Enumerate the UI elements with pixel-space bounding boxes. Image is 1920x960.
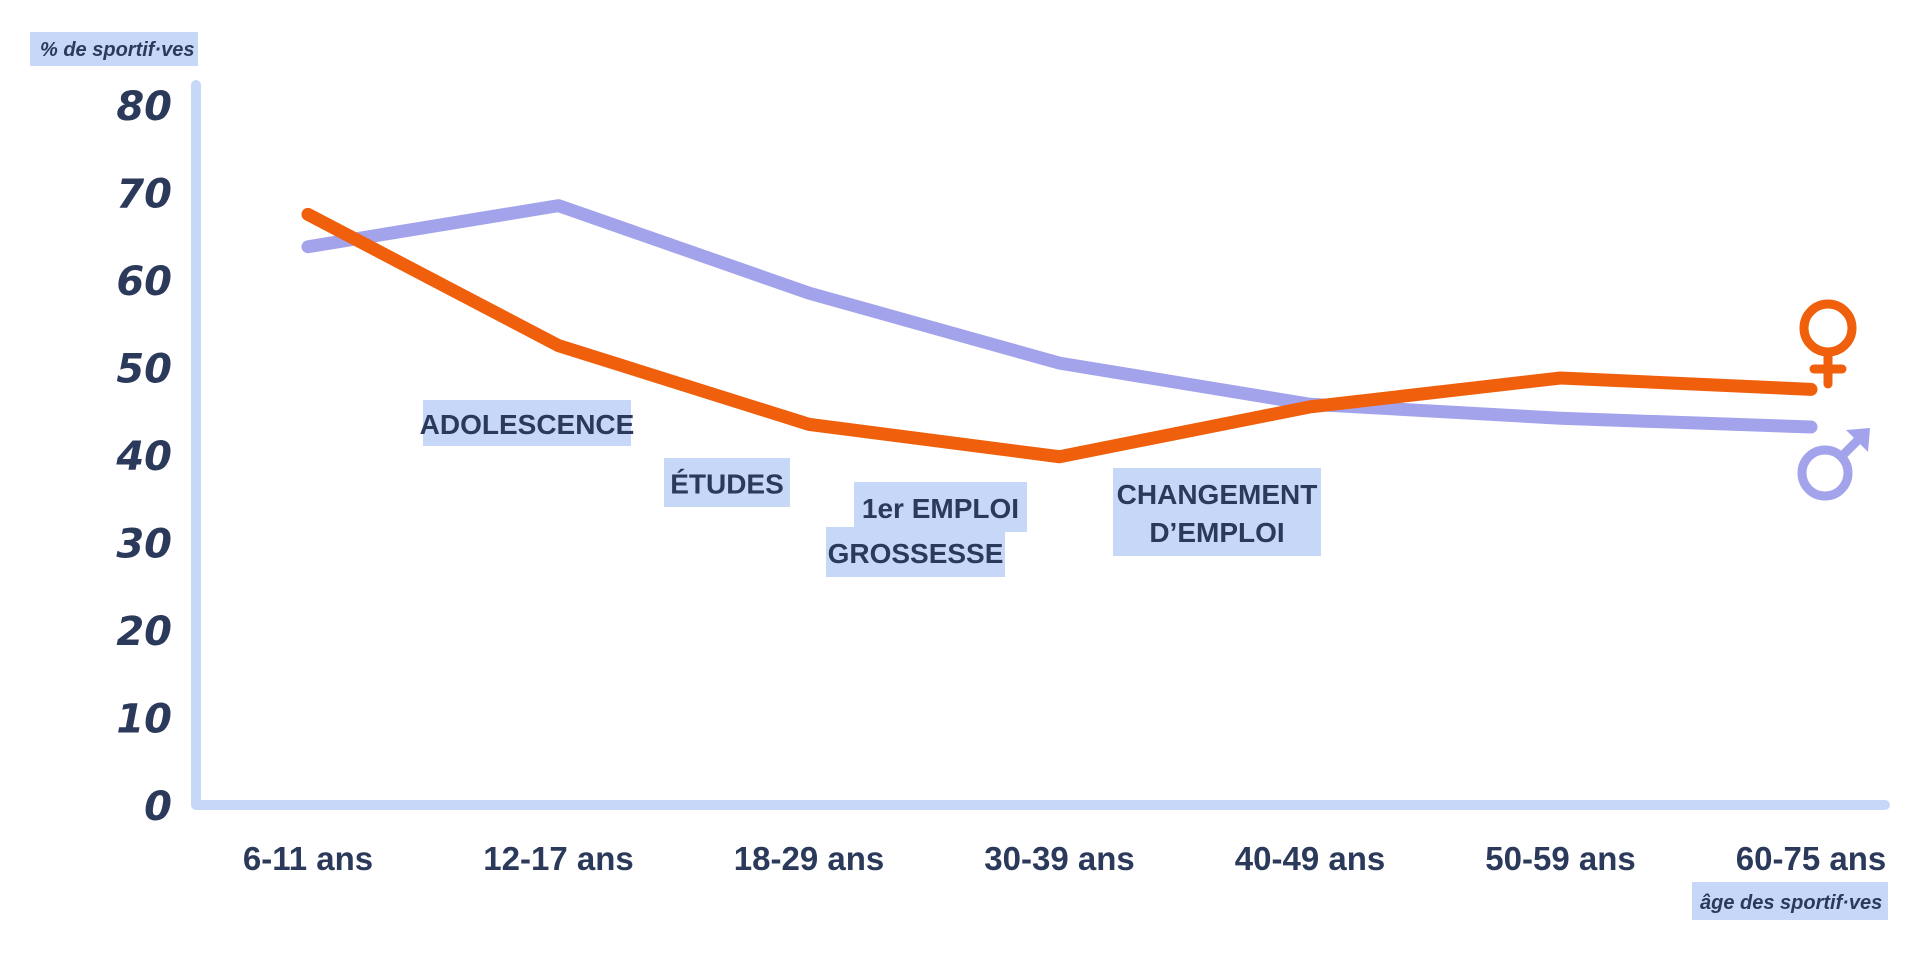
y-tick-label: 10 [116,697,172,743]
annotation-text: 1er EMPLOI [862,493,1019,524]
y-tick-label: 80 [116,84,172,130]
annotation-text: GROSSESSE [828,538,1004,569]
x-axis-title-text: âge des sportif·ves [1700,892,1882,914]
x-category-label: 6-11 ans [243,840,373,877]
y-tick-label: 70 [116,172,172,218]
annotation-text: ÉTUDES [670,469,784,500]
y-tick-label: 50 [116,347,172,393]
annotations: ADOLESCENCE ÉTUDES 1er EMPLOI GROSSESSE CHAN… [420,400,1321,577]
annotation-label: ADOLESCENCE [420,400,635,446]
axes [191,80,1890,810]
y-axis-title: % de sportif·ves [30,32,198,66]
x-category-label: 60-75 ans [1736,840,1886,877]
annotation-label: 1er EMPLOI [854,482,1027,532]
y-tick-label: 30 [116,522,172,568]
x-category-label: 12-17 ans [483,840,633,877]
x-axis-categories: 6-11 ans 12-17 ans 18-29 ans 30-39 ans 40-49… [243,840,1886,877]
male-symbol-icon [1797,428,1870,501]
y-axis-ticks: 0 10 20 30 40 50 60 70 80 [115,84,172,830]
series-line-men [301,199,1818,434]
annotation-label: ÉTUDES [664,458,790,507]
x-category-label: 40-49 ans [1235,840,1385,877]
annotation-label: GROSSESSE [826,527,1005,577]
y-tick-label: 40 [115,434,172,480]
x-category-label: 30-39 ans [984,840,1134,877]
x-axis-title: âge des sportif·ves [1692,882,1888,920]
annotation-text: D’EMPLOI [1149,517,1284,548]
x-category-label: 50-59 ans [1485,840,1635,877]
annotation-text: CHANGEMENT [1117,479,1318,510]
female-symbol-icon [1799,299,1857,389]
x-category-label: 18-29 ans [734,840,884,877]
y-tick-label: 0 [144,784,172,830]
series-line-women [301,207,1818,464]
y-axis-title-text: % de sportif·ves [40,39,194,61]
series-lines [301,199,1818,464]
annotation-label: CHANGEMENT D’EMPLOI [1113,468,1321,556]
y-tick-label: 20 [116,609,172,655]
y-tick-label: 60 [116,259,172,305]
annotation-text: ADOLESCENCE [420,409,635,440]
